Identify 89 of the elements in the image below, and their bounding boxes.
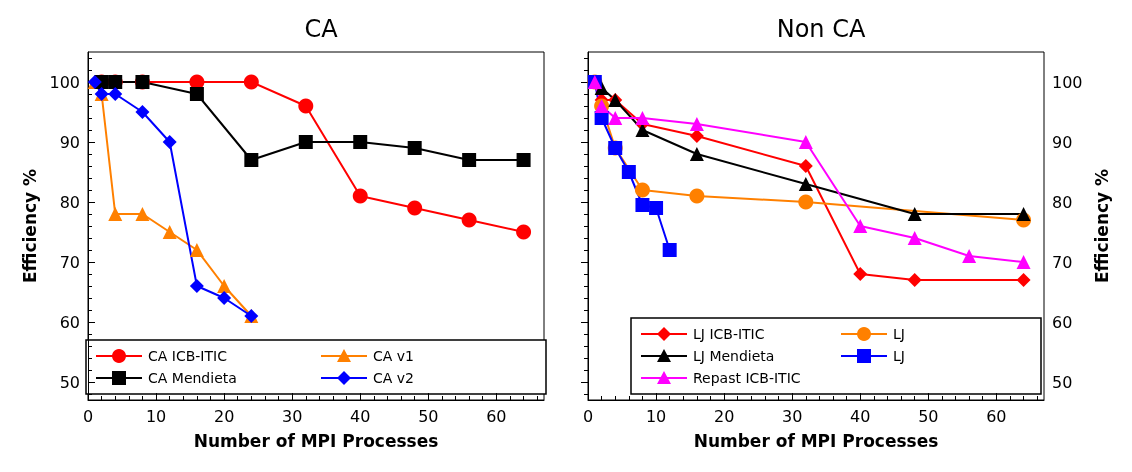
x-tick-label: 0	[82, 406, 94, 426]
legend-label: LJ	[893, 348, 905, 364]
x-axis-title: Number of MPI Processes	[193, 430, 439, 451]
point	[108, 87, 123, 101]
x-tick-label: 10	[645, 406, 667, 426]
point	[407, 200, 423, 216]
y2-tick-label: 60	[1052, 312, 1073, 332]
point	[135, 207, 150, 221]
chart-title: Non CA	[776, 15, 866, 43]
point	[135, 105, 150, 119]
y-tick-label: 90	[59, 132, 80, 152]
legend-label: LJ Mendieta	[693, 348, 775, 364]
point	[244, 153, 259, 167]
point	[353, 135, 368, 149]
point	[649, 201, 664, 215]
x-tick-label: 30	[282, 406, 303, 426]
point	[407, 141, 422, 155]
point	[907, 231, 922, 245]
y2-axis-title: Efficiency %	[1091, 168, 1112, 284]
y2-tick-label: 70	[1052, 252, 1073, 272]
x-tick-label: 50	[418, 406, 439, 426]
y-axis-title: Efficiency %	[20, 168, 41, 284]
point	[798, 135, 813, 149]
x-tick-label: 20	[213, 406, 235, 426]
legend-label: LJ	[893, 326, 905, 342]
point	[298, 98, 314, 114]
point	[798, 177, 813, 191]
x-tick-label: 10	[145, 406, 167, 426]
point	[189, 87, 204, 101]
point	[298, 135, 313, 149]
point	[621, 165, 636, 179]
x-axis-title: Number of MPI Processes	[693, 430, 939, 451]
point	[662, 243, 677, 257]
point	[634, 182, 650, 198]
point	[217, 279, 232, 293]
point	[1016, 273, 1031, 287]
x-tick-label: 40	[850, 406, 871, 426]
legend-label: CA v2	[373, 370, 414, 386]
point	[798, 159, 813, 173]
y-tick-label: 100	[49, 72, 80, 92]
y2-tick-label: 80	[1052, 192, 1073, 212]
legend-label: LJ ICB-ITIC	[693, 326, 765, 342]
x-tick-label: 20	[713, 406, 735, 426]
x-tick-label: 40	[350, 406, 371, 426]
point	[1016, 207, 1031, 221]
legend-label: CA v1	[373, 348, 414, 364]
point	[162, 135, 177, 149]
legend-label: CA Mendieta	[148, 370, 237, 386]
point	[798, 194, 814, 210]
x-tick-label: 0	[582, 406, 594, 426]
point	[608, 111, 623, 125]
point	[189, 279, 204, 293]
point	[689, 129, 704, 143]
point	[1016, 255, 1031, 269]
x-tick-label: 60	[486, 406, 507, 426]
point	[907, 207, 922, 221]
x-tick-label: 60	[986, 406, 1007, 426]
point	[217, 291, 232, 305]
point	[635, 198, 650, 212]
point	[635, 123, 650, 137]
y2-tick-label: 100	[1052, 72, 1083, 92]
y2-tick-label: 50	[1052, 372, 1073, 392]
point	[352, 188, 368, 204]
x-tick-label: 50	[918, 406, 939, 426]
legend-label: CA ICB-ITIC	[148, 348, 228, 364]
point	[689, 117, 704, 131]
y-tick-label: 80	[59, 192, 80, 212]
point	[689, 147, 704, 161]
y-tick-label: 70	[59, 252, 80, 272]
point	[108, 207, 123, 221]
point	[162, 225, 177, 239]
y-tick-label: 60	[59, 312, 80, 332]
chart-title: CA	[304, 15, 339, 43]
x-tick-label: 30	[782, 406, 803, 426]
point	[689, 188, 705, 204]
point	[635, 111, 650, 125]
point	[516, 153, 531, 167]
point	[962, 249, 977, 263]
legend-label: Repast ICB-ITIC	[693, 370, 801, 386]
point	[853, 219, 868, 233]
point	[462, 153, 477, 167]
point	[461, 212, 477, 228]
point	[189, 243, 204, 257]
point	[516, 224, 532, 240]
point	[243, 74, 259, 90]
y2-tick-label: 90	[1052, 132, 1073, 152]
point	[853, 267, 868, 281]
point	[907, 273, 922, 287]
y-tick-label: 50	[59, 372, 80, 392]
